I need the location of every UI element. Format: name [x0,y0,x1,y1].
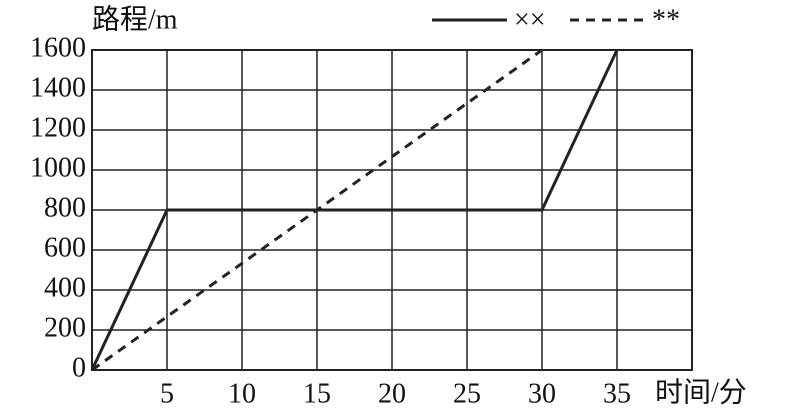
y-tick-label: 400 [44,272,86,303]
y-tick-label: 600 [44,232,86,263]
y-tick-label: 1200 [30,112,86,143]
x-tick-label: 35 [603,378,631,409]
series-line [90,49,619,371]
y-tick-label: 1600 [30,32,86,63]
legend-label: ** [652,4,680,35]
x-tick-label: 10 [228,378,256,409]
x-tick-label: 25 [453,378,481,409]
y-tick-label: 200 [44,312,86,343]
y-tick-label: 1400 [30,72,86,103]
x-tick-label: 30 [528,378,556,409]
x-axis-label: 时间/分 [655,376,747,408]
y-tick-label: 800 [44,192,86,223]
legend-label: ×× [514,4,546,35]
x-tick-label: 20 [378,378,406,409]
x-tick-label: 5 [160,378,174,409]
y-tick-label: 0 [72,352,86,383]
y-axis-label: 路程/m [92,3,178,35]
x-tick-label: 15 [303,378,331,409]
series-line [91,48,543,372]
y-tick-label: 1000 [30,152,86,183]
